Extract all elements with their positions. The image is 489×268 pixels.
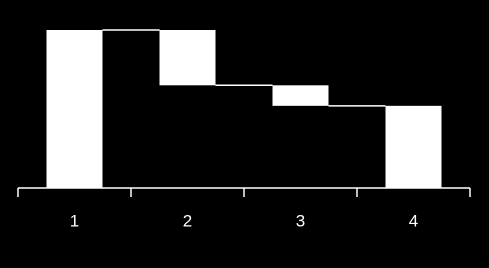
bar — [272, 85, 329, 106]
x-tick-label: 2 — [183, 211, 192, 230]
x-tick-label: 4 — [409, 211, 418, 230]
bar — [385, 105, 442, 188]
bar — [46, 30, 103, 188]
x-tick-label: 3 — [296, 211, 305, 230]
bar — [159, 30, 216, 86]
x-tick-label: 1 — [70, 211, 79, 230]
